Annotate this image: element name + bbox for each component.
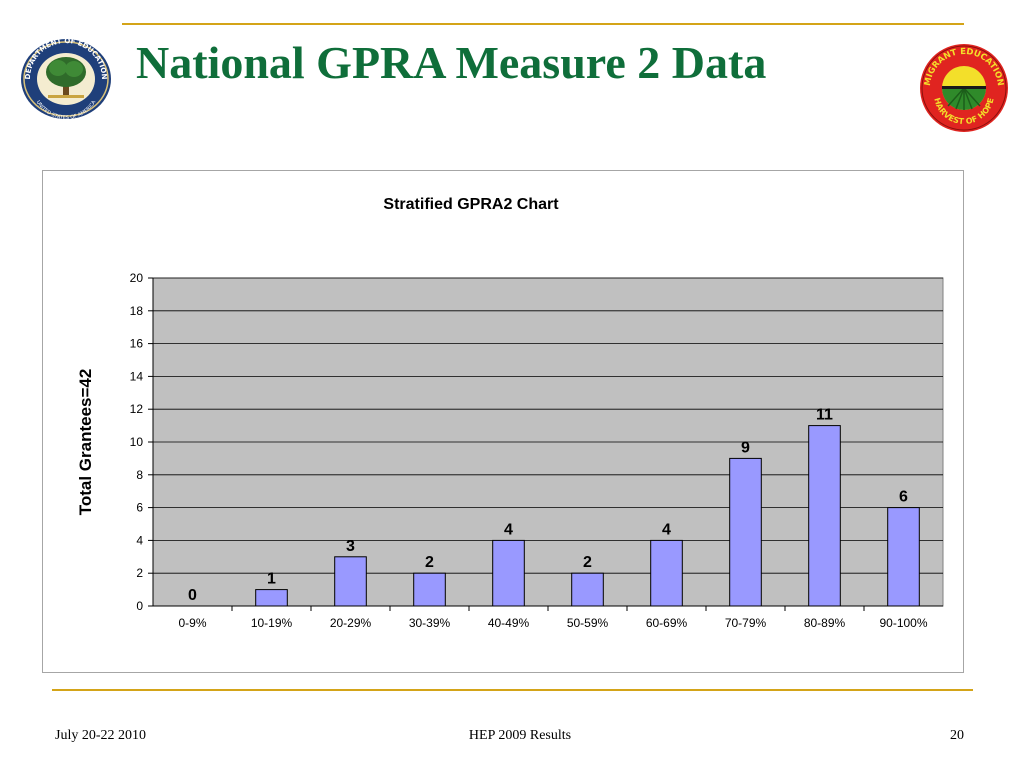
data-labels: 0 1 3 2 4 2 4 9 11 6: [188, 407, 908, 604]
bottom-rule: [52, 689, 973, 691]
data-label: 3: [346, 538, 355, 555]
y-tick-label: 10: [130, 435, 144, 449]
x-tick-label: 20-29%: [330, 616, 372, 630]
page-number: 20: [950, 728, 964, 743]
x-tick-label: 90-100%: [879, 616, 927, 630]
y-tick-label: 20: [130, 271, 144, 285]
y-tick-label: 6: [136, 501, 143, 515]
y-tick-label: 2: [136, 566, 143, 580]
data-label: 4: [504, 521, 513, 538]
y-tick-label: 16: [130, 337, 144, 351]
y-tick-label: 14: [130, 369, 144, 383]
chart-title: Stratified GPRA2 Chart: [383, 196, 559, 213]
bar: [808, 425, 841, 607]
bar: [255, 589, 288, 607]
department-of-education-seal-icon: DEPARTMENT OF EDUCATION UNITED STATES OF…: [18, 37, 114, 121]
data-label: 4: [662, 521, 671, 538]
x-tick-label: 10-19%: [251, 616, 293, 630]
data-label: 1: [267, 571, 276, 588]
y-tick-label: 12: [130, 402, 144, 416]
data-label: 6: [899, 489, 908, 506]
data-label: 2: [583, 554, 592, 571]
y-tick-label: 0: [136, 599, 143, 613]
y-axis-label: Total Grantees=42: [76, 369, 95, 516]
data-label: 11: [816, 407, 833, 424]
bar: [413, 572, 446, 607]
bars: [255, 425, 920, 607]
data-label: 9: [741, 439, 750, 456]
y-tick-label: 8: [136, 468, 143, 482]
migrant-education-logo-icon: MIGRANT EDUCATION HARVEST OF HOPE: [918, 42, 1010, 134]
footer-center-text: HEP 2009 Results: [468, 728, 572, 743]
x-tick-label: 70-79%: [725, 616, 767, 630]
slide-title: National GPRA Measure 2 Data: [136, 37, 767, 88]
data-label: 2: [425, 554, 434, 571]
bar: [729, 457, 762, 607]
top-rule: [122, 23, 964, 25]
x-tick-label: 60-69%: [646, 616, 688, 630]
bar: [887, 507, 920, 607]
chart-frame: Stratified GPRA2 Chart 0 2 4 6 8 10 12 14 16 18 20…: [42, 170, 964, 673]
y-tick-label: 18: [130, 304, 144, 318]
x-tick-label: 40-49%: [488, 616, 530, 630]
x-axis: 0-9% 10-19% 20-29% 30-39% 40-49% 50-59% 60-69%…: [153, 605, 943, 630]
y-axis: 0 2 4 6 8 10 12 14 16 18 20: [130, 271, 154, 613]
x-tick-label: 30-39%: [409, 616, 451, 630]
x-tick-label: 0-9%: [178, 616, 206, 630]
data-label: 0: [188, 587, 197, 604]
bar: [650, 539, 683, 607]
bar: [334, 556, 367, 607]
x-tick-label: 80-89%: [804, 616, 846, 630]
bar: [571, 572, 604, 607]
bar: [492, 539, 525, 607]
x-tick-label: 50-59%: [567, 616, 609, 630]
y-tick-label: 4: [136, 533, 143, 547]
footer-date: July 20-22 2010: [55, 728, 146, 743]
bar-chart: Stratified GPRA2 Chart 02468101214161820…: [76, 196, 944, 630]
